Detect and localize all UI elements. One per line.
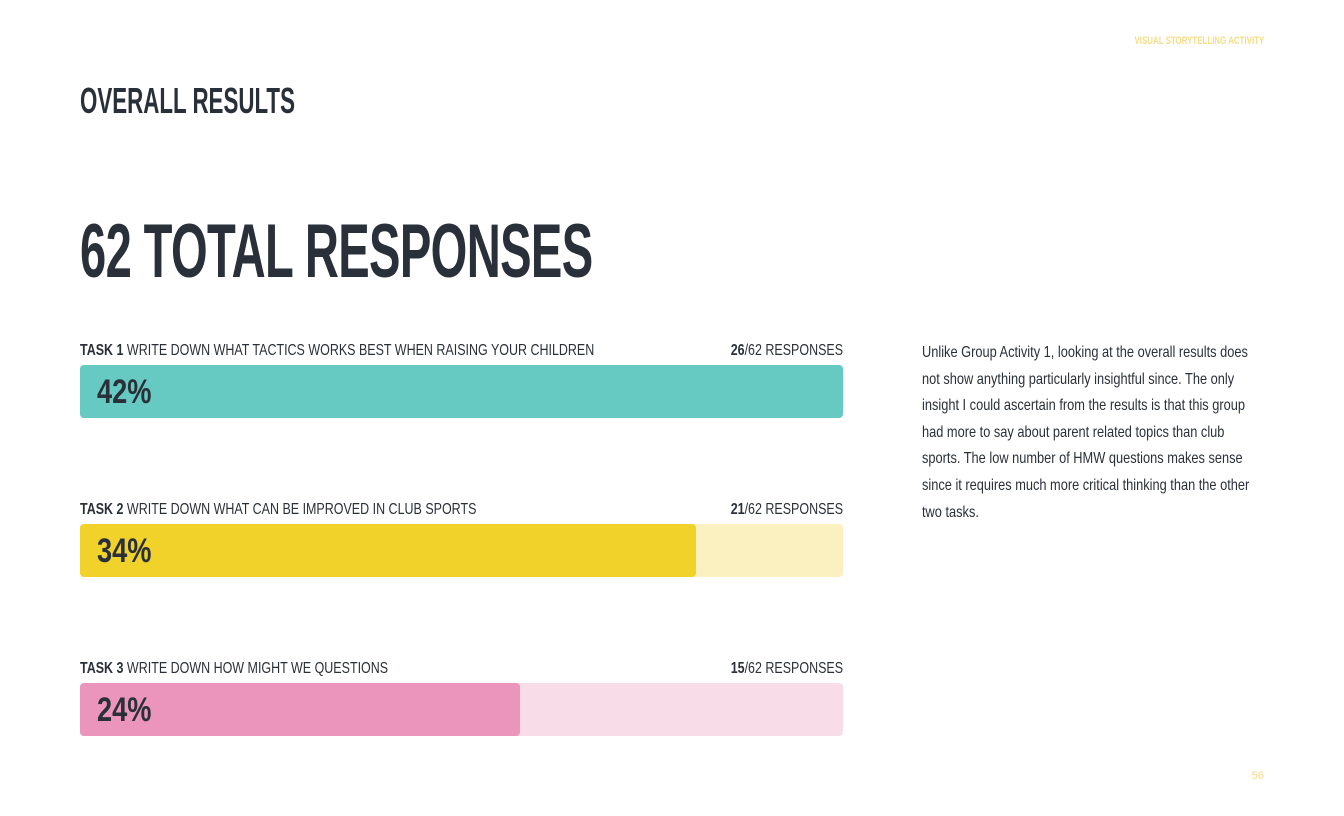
count: 15 (730, 660, 745, 677)
task-description: WRITE DOWN WHAT TACTICS WORKS BEST WHEN … (126, 342, 595, 359)
bar (80, 683, 521, 736)
task-description: WRITE DOWN WHAT CAN BE IMPROVED IN CLUB … (126, 501, 477, 518)
bar (80, 524, 697, 577)
task-number: TASK 3 (80, 660, 124, 677)
total-label: /62 RESPONSES (744, 342, 843, 359)
percent-label: 34% (97, 532, 152, 570)
page-number: 56 (1251, 770, 1264, 782)
page-title: OVERALL RESULTS (80, 80, 295, 121)
percent-label: 24% (97, 691, 152, 729)
total-label: /62 RESPONSES (744, 660, 843, 677)
task-label: TASK 3 WRITE DOWN HOW MIGHT WE QUESTIONS (80, 660, 388, 678)
total-label: /62 RESPONSES (744, 501, 843, 518)
bar (80, 365, 843, 418)
headline: 62 TOTAL RESPONSES (80, 209, 593, 294)
count: 26 (730, 342, 745, 359)
task-label: TASK 1 WRITE DOWN WHAT TACTICS WORKS BES… (80, 342, 594, 360)
count: 21 (730, 501, 745, 518)
task-label: TASK 2 WRITE DOWN WHAT CAN BE IMPROVED I… (80, 501, 476, 519)
task-description: WRITE DOWN HOW MIGHT WE QUESTIONS (126, 660, 389, 677)
header-label: VISUAL STORYTELLING ACTIVITY (1134, 35, 1264, 47)
response-count: 21/62 RESPONSES (731, 501, 843, 519)
task-number: TASK 2 (80, 501, 124, 518)
response-count: 15/62 RESPONSES (731, 660, 843, 678)
body-text: Unlike Group Activity 1, looking at the … (922, 344, 1250, 521)
response-count: 26/62 RESPONSES (731, 342, 843, 360)
task-number: TASK 1 (80, 342, 124, 359)
percent-label: 42% (97, 373, 152, 411)
